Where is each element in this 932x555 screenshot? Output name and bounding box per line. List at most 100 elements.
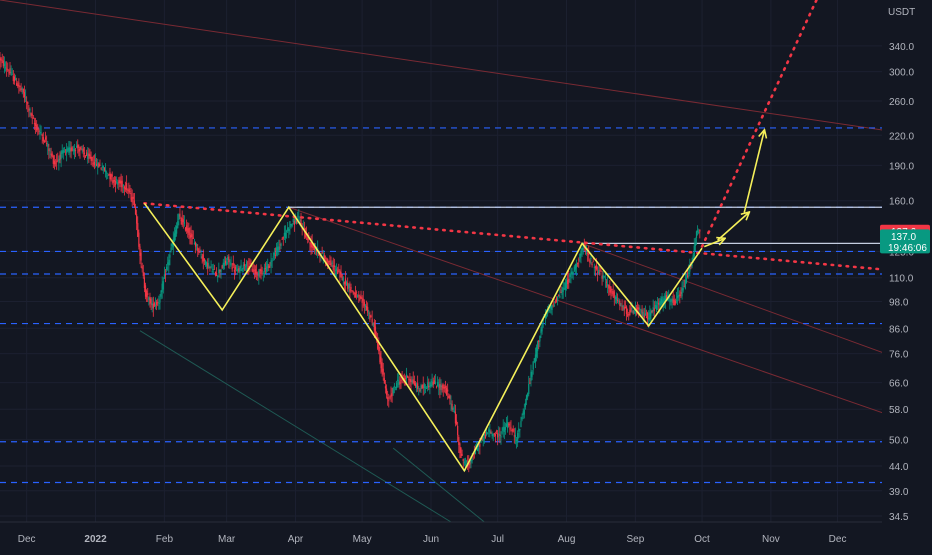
candle[interactable] xyxy=(293,216,295,232)
candle[interactable] xyxy=(352,290,354,296)
candle[interactable] xyxy=(67,146,69,153)
candle[interactable] xyxy=(323,252,325,260)
candle[interactable] xyxy=(50,147,52,160)
candle[interactable] xyxy=(104,163,107,178)
candle[interactable] xyxy=(599,265,601,276)
candle[interactable] xyxy=(144,282,147,300)
candle[interactable] xyxy=(525,394,528,406)
candle[interactable] xyxy=(6,61,8,77)
candle[interactable] xyxy=(384,380,387,394)
candle[interactable] xyxy=(68,140,70,156)
candle[interactable] xyxy=(124,181,127,192)
candle[interactable] xyxy=(423,382,425,395)
candle[interactable] xyxy=(500,431,502,445)
candle[interactable] xyxy=(224,256,227,266)
candle[interactable] xyxy=(278,239,280,255)
candle[interactable] xyxy=(219,269,221,278)
candle[interactable] xyxy=(603,275,605,279)
candle[interactable] xyxy=(21,86,23,95)
candle[interactable] xyxy=(238,265,240,273)
candle[interactable] xyxy=(657,296,659,310)
candle[interactable] xyxy=(344,271,347,291)
candle[interactable] xyxy=(355,290,358,300)
candle[interactable] xyxy=(269,262,271,269)
candle[interactable] xyxy=(189,227,191,245)
candle[interactable] xyxy=(619,298,621,311)
candle[interactable] xyxy=(339,269,341,282)
candle[interactable] xyxy=(48,143,50,160)
candle[interactable] xyxy=(629,305,631,317)
candle[interactable] xyxy=(213,264,215,270)
candle[interactable] xyxy=(697,225,699,236)
candle[interactable] xyxy=(162,277,164,294)
candle[interactable] xyxy=(53,155,56,170)
candle[interactable] xyxy=(92,155,94,168)
candle[interactable] xyxy=(420,383,422,393)
candle[interactable] xyxy=(621,299,623,312)
candle[interactable] xyxy=(29,107,31,117)
candle[interactable] xyxy=(417,375,419,392)
candle[interactable] xyxy=(578,257,580,268)
candle[interactable] xyxy=(174,225,177,241)
candle[interactable] xyxy=(413,375,415,386)
candle[interactable] xyxy=(418,385,420,396)
candle[interactable] xyxy=(360,290,362,300)
candle[interactable] xyxy=(620,302,622,307)
candle[interactable] xyxy=(591,262,593,268)
candle[interactable] xyxy=(397,373,399,388)
candle[interactable] xyxy=(618,297,620,305)
candle[interactable] xyxy=(523,403,525,419)
candle[interactable] xyxy=(258,268,260,285)
candle[interactable] xyxy=(178,213,180,226)
candle[interactable] xyxy=(194,241,197,254)
candle[interactable] xyxy=(415,382,418,393)
candle[interactable] xyxy=(411,376,413,385)
candle[interactable] xyxy=(534,347,537,369)
candle[interactable] xyxy=(264,262,267,274)
candle[interactable] xyxy=(262,271,264,282)
candle[interactable] xyxy=(179,207,181,220)
candle[interactable] xyxy=(69,140,71,158)
candle[interactable] xyxy=(607,276,609,294)
candle[interactable] xyxy=(249,258,251,272)
candle[interactable] xyxy=(332,257,334,273)
candle[interactable] xyxy=(280,242,282,250)
candle[interactable] xyxy=(538,339,540,350)
candle[interactable] xyxy=(487,432,489,435)
candle[interactable] xyxy=(614,295,617,304)
candle[interactable] xyxy=(455,414,458,426)
candle[interactable] xyxy=(11,68,13,76)
candle[interactable] xyxy=(437,376,439,387)
dotted-trendline[interactable] xyxy=(700,0,820,248)
candle[interactable] xyxy=(650,308,652,324)
candle[interactable] xyxy=(10,65,12,76)
candle[interactable] xyxy=(285,229,288,239)
candle[interactable] xyxy=(527,392,529,401)
candle[interactable] xyxy=(588,245,590,262)
candle[interactable] xyxy=(212,263,214,275)
candle[interactable] xyxy=(119,176,121,188)
candle[interactable] xyxy=(507,415,509,433)
candle[interactable] xyxy=(288,227,290,239)
candle[interactable] xyxy=(268,263,270,272)
candle[interactable] xyxy=(44,131,47,143)
candle[interactable] xyxy=(169,251,171,266)
projection-arrow[interactable] xyxy=(703,239,724,248)
candle[interactable] xyxy=(275,242,278,257)
candle[interactable] xyxy=(234,264,237,276)
candle[interactable] xyxy=(100,167,102,171)
candle[interactable] xyxy=(337,266,339,275)
candle[interactable] xyxy=(12,70,14,85)
candle[interactable] xyxy=(128,182,130,199)
candle[interactable] xyxy=(639,305,641,314)
candle[interactable] xyxy=(653,301,655,320)
candle[interactable] xyxy=(669,296,671,310)
candle[interactable] xyxy=(661,292,663,308)
candle[interactable] xyxy=(348,283,350,293)
candle[interactable] xyxy=(0,57,2,68)
candle[interactable] xyxy=(459,442,461,459)
candle[interactable] xyxy=(512,425,514,433)
candle[interactable] xyxy=(357,294,359,298)
candle[interactable] xyxy=(497,430,499,446)
candle[interactable] xyxy=(248,257,250,275)
